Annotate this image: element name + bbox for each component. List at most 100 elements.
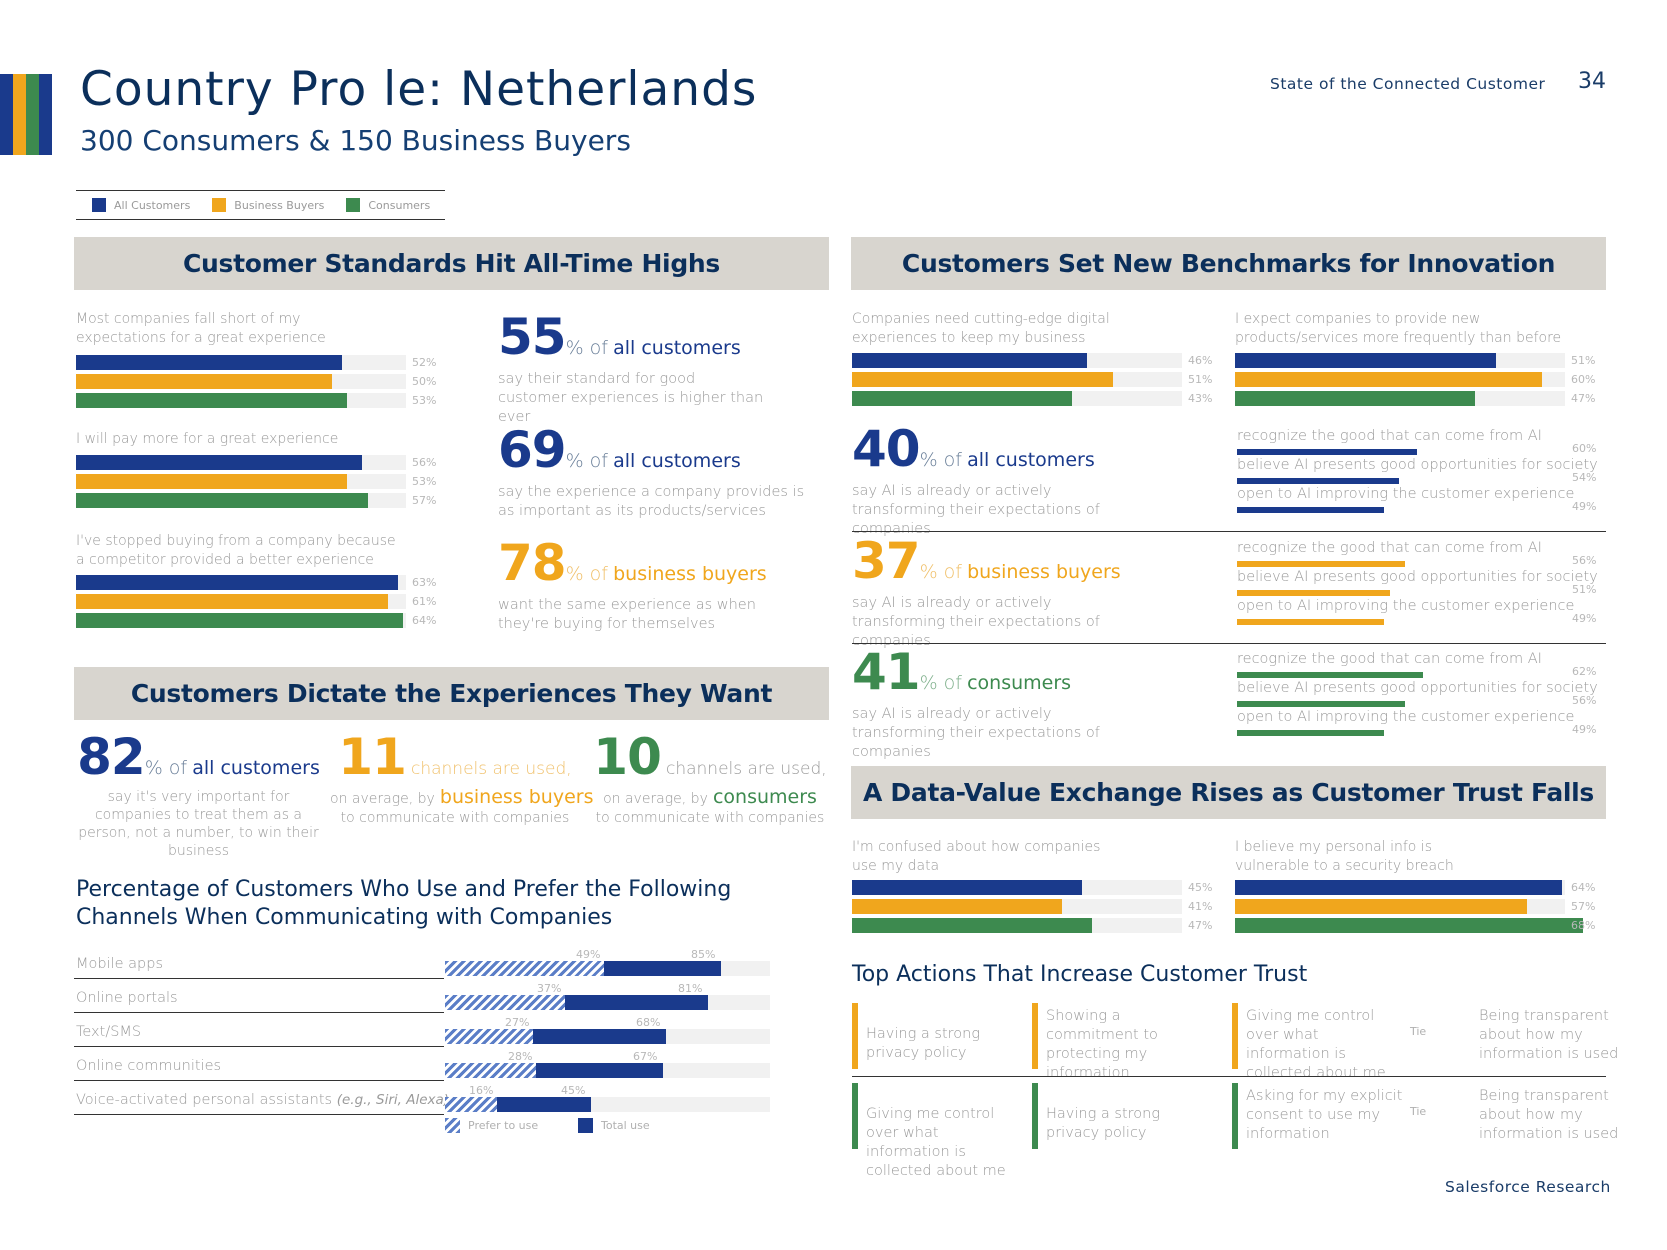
- ai-item-value: 56%: [1572, 694, 1597, 707]
- stat-description: say AI is already or actively transformi…: [852, 706, 1100, 760]
- trust-action-bar: [1232, 1003, 1238, 1069]
- standards-q1-value-2: 53%: [412, 394, 437, 407]
- stat-description: say their standard for good customer exp…: [498, 371, 764, 425]
- standards-q2-bar-0: [76, 455, 362, 470]
- innovation-q1-value-2: 43%: [1188, 392, 1213, 405]
- ai-stat-40: 40% of all customers say AI is already or…: [852, 424, 1152, 539]
- ai-item-value: 49%: [1572, 612, 1597, 625]
- stat-pct: % of: [565, 450, 609, 472]
- standards-q2-label: I will pay more for a great experience: [76, 431, 339, 447]
- report-name: State of the Connected Customer: [1270, 75, 1546, 93]
- section-header-innovation: Customers Set New Benchmarks for Innovat…: [851, 237, 1606, 290]
- channels-title-line2: Channels When Communicating with Compani…: [76, 905, 613, 930]
- stat-78: 78% of business buyers want the same exp…: [498, 538, 828, 634]
- stat-audience: business buyers: [613, 563, 767, 585]
- channel-prefer-bar: [445, 1063, 536, 1078]
- legend-label-all: All Customers: [114, 198, 191, 212]
- stripe-blue-2: [39, 74, 52, 155]
- ai-item-value: 49%: [1572, 500, 1597, 513]
- channel-label: Voice-activated personal assistants (e.g…: [76, 1092, 449, 1108]
- innovation-q1-value-0: 46%: [1188, 354, 1213, 367]
- stat-audience: all customers: [613, 450, 741, 472]
- trust-action-text: Having a strong privacy policy: [866, 1026, 981, 1061]
- ai-stat-line: 40% of all customers: [852, 424, 1152, 474]
- standards-q3-bar-0: [76, 575, 398, 590]
- trust-q2-track-1: [1235, 899, 1565, 914]
- innovation-q1-track-2: [852, 391, 1182, 406]
- ai-item-bar: [1237, 619, 1384, 625]
- ai-item-value: 62%: [1572, 665, 1597, 678]
- trust-action-bar: [1032, 1083, 1038, 1149]
- stat-description: say AI is already or actively transformi…: [852, 483, 1100, 537]
- ai-item-value: 54%: [1572, 471, 1597, 484]
- stat-audience: business buyers: [439, 786, 594, 808]
- standards-q3-track-0: [76, 575, 406, 590]
- section-header-standards: Customer Standards Hit All-Time Highs: [74, 237, 829, 290]
- ai-item-label: recognize the good that can come from AI: [1237, 651, 1542, 667]
- channel-prefer-value: 37%: [537, 982, 562, 995]
- standards-q3-value-0: 63%: [412, 576, 437, 589]
- standards-q3-value-2: 64%: [412, 614, 437, 627]
- channel-divider: [74, 1080, 444, 1081]
- legend-swatch-prefer: [445, 1118, 460, 1133]
- innovation-q1-bar-0: [852, 353, 1087, 368]
- stat-number: 55: [498, 308, 567, 366]
- trust-q1-label: I'm confused about how companies use my …: [852, 839, 1101, 874]
- ai-item-label: open to AI improving the customer experi…: [1237, 598, 1575, 614]
- innovation-q2-value-2: 47%: [1571, 392, 1596, 405]
- page-number: 34: [1578, 69, 1606, 94]
- channel-divider: [74, 1012, 444, 1013]
- channel-prefer-bar: [445, 961, 604, 976]
- ai-item-bar: [1237, 672, 1423, 678]
- legend-swatch-total: [578, 1118, 593, 1133]
- channel-prefer-bar: [445, 1029, 533, 1044]
- ai-item-label: open to AI improving the customer experi…: [1237, 709, 1575, 725]
- stat-description: say AI is already or actively transformi…: [852, 595, 1100, 649]
- trust-action-text: Showing a commitment to protecting my in…: [1046, 1008, 1158, 1081]
- legend-label-total: Total use: [601, 1119, 650, 1132]
- trust-action-text: Asking for my explicit consent to use my…: [1246, 1088, 1403, 1142]
- trust-action-text: Having a strong privacy policy: [1046, 1106, 1161, 1141]
- channel-total-value: 85%: [691, 948, 716, 961]
- page-title: Country Pro le: Netherlands: [80, 62, 758, 117]
- ai-group-divider: [852, 643, 1606, 644]
- section-header-trust: A Data-Value Exchange Rises as Customer …: [851, 766, 1606, 819]
- innovation-q2-value-0: 51%: [1571, 354, 1596, 367]
- legend: All Customers Business Buyers Consumers: [76, 190, 445, 220]
- stat-number: 11: [338, 728, 407, 786]
- footer-brand: Salesforce Research: [1445, 1178, 1611, 1196]
- trust-action-text: Giving me control over what information …: [1246, 1008, 1386, 1081]
- innovation-q2-track-2: [1235, 391, 1565, 406]
- stat-audience: all customers: [967, 449, 1095, 471]
- innovation-q2-label: I expect companies to provide new produc…: [1235, 311, 1562, 346]
- channel-label: Mobile apps: [76, 956, 163, 972]
- innovation-q1-track-0: [852, 353, 1182, 368]
- trust-q2-bar-1: [1235, 899, 1527, 914]
- standards-q3-bar-1: [76, 594, 388, 609]
- ai-item-bar: [1237, 701, 1405, 707]
- channel-label: Text/SMS: [76, 1024, 141, 1040]
- stat-number: 40: [852, 420, 921, 478]
- ai-item-value: 60%: [1572, 442, 1597, 455]
- stat-pct: % of: [565, 563, 609, 585]
- ai-stat-37: 37% of business buyers say AI is already …: [852, 536, 1152, 651]
- channel-prefer-bar: [445, 1097, 497, 1112]
- ai-item-label: believe AI presents good opportunities f…: [1237, 569, 1598, 585]
- ai-item-bar: [1237, 590, 1390, 596]
- trust-q2-value-0: 64%: [1571, 881, 1596, 894]
- standards-q1-bar-0: [76, 355, 342, 370]
- ai-item-bar: [1237, 507, 1384, 513]
- stat-description: to communicate with companies: [595, 810, 825, 826]
- standards-q2-bar-2: [76, 493, 368, 508]
- channel-total-value: 81%: [678, 982, 703, 995]
- channel-divider: [74, 978, 444, 979]
- section-title-innovation: Customers Set New Benchmarks for Innovat…: [901, 249, 1556, 278]
- stat-69: 69% of all customers say the experience …: [498, 425, 828, 521]
- stat-audience: all customers: [613, 337, 741, 359]
- section-header-dictate: Customers Dictate the Experiences They W…: [74, 667, 829, 720]
- legend-label-business: Business Buyers: [234, 198, 325, 212]
- ai-item-label: believe AI presents good opportunities f…: [1237, 457, 1598, 473]
- stat-channels: channels are used,: [410, 759, 572, 779]
- standards-q1-label: Most companies fall short of my expectat…: [76, 311, 326, 346]
- stat-audience: business buyers: [967, 561, 1121, 583]
